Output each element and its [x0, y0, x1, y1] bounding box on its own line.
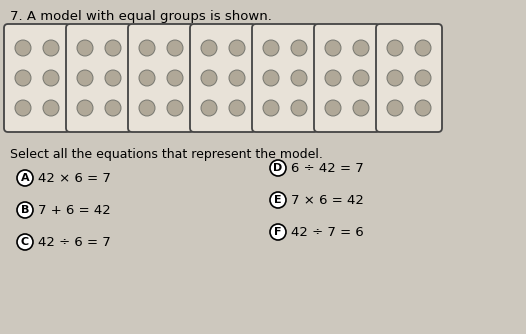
Circle shape	[43, 40, 59, 56]
Circle shape	[270, 192, 286, 208]
FancyBboxPatch shape	[376, 24, 442, 132]
Circle shape	[43, 70, 59, 86]
Circle shape	[387, 70, 403, 86]
Circle shape	[201, 70, 217, 86]
FancyBboxPatch shape	[190, 24, 256, 132]
Circle shape	[353, 100, 369, 116]
Text: 7. A model with equal groups is shown.: 7. A model with equal groups is shown.	[10, 10, 272, 23]
Text: 7 + 6 = 42: 7 + 6 = 42	[38, 203, 111, 216]
FancyBboxPatch shape	[66, 24, 132, 132]
Text: 42 ÷ 6 = 7: 42 ÷ 6 = 7	[38, 235, 111, 248]
Circle shape	[17, 234, 33, 250]
Circle shape	[105, 70, 121, 86]
Circle shape	[201, 100, 217, 116]
FancyBboxPatch shape	[4, 24, 70, 132]
Circle shape	[105, 40, 121, 56]
Circle shape	[325, 40, 341, 56]
Circle shape	[139, 70, 155, 86]
Circle shape	[353, 70, 369, 86]
Text: D: D	[274, 163, 282, 173]
Text: Select all the equations that represent the model.: Select all the equations that represent …	[10, 148, 323, 161]
Circle shape	[291, 100, 307, 116]
FancyBboxPatch shape	[252, 24, 318, 132]
Circle shape	[263, 100, 279, 116]
Circle shape	[201, 40, 217, 56]
Circle shape	[77, 40, 93, 56]
Text: E: E	[274, 195, 282, 205]
Text: F: F	[274, 227, 282, 237]
Circle shape	[167, 70, 183, 86]
Circle shape	[270, 160, 286, 176]
Circle shape	[167, 100, 183, 116]
Text: 42 × 6 = 7: 42 × 6 = 7	[38, 171, 111, 184]
Circle shape	[387, 40, 403, 56]
Circle shape	[353, 40, 369, 56]
Circle shape	[105, 100, 121, 116]
Circle shape	[291, 70, 307, 86]
Circle shape	[270, 224, 286, 240]
Text: 6 ÷ 42 = 7: 6 ÷ 42 = 7	[291, 162, 364, 174]
Circle shape	[77, 100, 93, 116]
Circle shape	[415, 100, 431, 116]
Circle shape	[229, 100, 245, 116]
Circle shape	[15, 100, 31, 116]
Circle shape	[17, 202, 33, 218]
Text: 42 ÷ 7 = 6: 42 ÷ 7 = 6	[291, 225, 364, 238]
Circle shape	[229, 40, 245, 56]
Circle shape	[325, 100, 341, 116]
Circle shape	[139, 100, 155, 116]
Text: B: B	[21, 205, 29, 215]
Text: A: A	[21, 173, 29, 183]
Circle shape	[15, 40, 31, 56]
Circle shape	[263, 70, 279, 86]
Circle shape	[415, 40, 431, 56]
Text: 7 × 6 = 42: 7 × 6 = 42	[291, 193, 364, 206]
Circle shape	[139, 40, 155, 56]
Circle shape	[17, 170, 33, 186]
Circle shape	[43, 100, 59, 116]
Circle shape	[167, 40, 183, 56]
Circle shape	[291, 40, 307, 56]
Circle shape	[77, 70, 93, 86]
FancyBboxPatch shape	[314, 24, 380, 132]
Circle shape	[325, 70, 341, 86]
Circle shape	[387, 100, 403, 116]
Circle shape	[263, 40, 279, 56]
Circle shape	[229, 70, 245, 86]
FancyBboxPatch shape	[128, 24, 194, 132]
Text: C: C	[21, 237, 29, 247]
Circle shape	[15, 70, 31, 86]
Circle shape	[415, 70, 431, 86]
